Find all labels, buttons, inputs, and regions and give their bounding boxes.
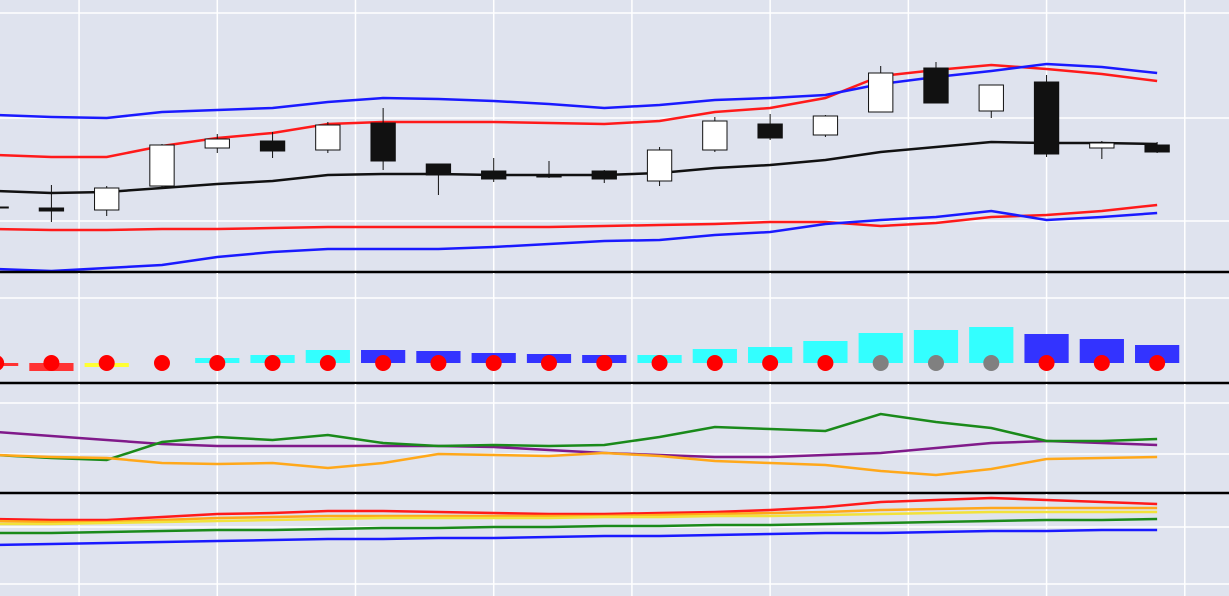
indicator-line [0,431,1158,459]
candle-body [978,84,1004,112]
candle-body [757,123,783,139]
indicator-line [0,506,1158,524]
indicator-line [0,209,1158,273]
marker-dot [983,355,1000,371]
marker-dot [430,355,447,371]
candle-body [425,163,452,176]
candle-body [812,115,839,136]
candle-body [1033,81,1060,155]
marker-dot [485,355,502,371]
marker-dot [596,355,613,371]
candle-body [923,67,949,104]
marker-dot [0,356,5,370]
candle-body [1144,144,1170,153]
indicator-line [0,451,1158,477]
marker-dot [762,355,779,371]
marker-dot [540,355,557,371]
candle-body [0,206,9,209]
bar [0,363,19,366]
candle-body [94,187,120,211]
bar [803,341,848,363]
marker-dot [319,355,336,371]
candle-body [591,170,617,180]
candle-body [868,72,894,113]
indicator-line [0,203,1158,232]
indicator-line [0,63,1158,159]
marker-dot [927,355,944,371]
indicator-line [0,496,1158,522]
marker-dot [375,355,392,371]
marker-dot [264,355,281,371]
candle-body [536,174,562,178]
indicator-line [0,412,1158,462]
indicator-line [0,62,1158,120]
marker-dot [209,355,226,371]
candle-body [1089,142,1115,149]
candle-body [38,207,65,212]
marker-dot [1149,355,1166,371]
indicator-line [0,528,1158,547]
marker-dot [98,355,115,371]
indicator-line [0,517,1158,535]
marker-dot [872,355,889,371]
candle-body [259,140,286,152]
candle-body [315,124,341,151]
marker-dot [1093,355,1110,371]
candle-body [149,144,175,187]
indicator-line [0,140,1158,195]
bar [1135,345,1180,363]
indicator-line [0,510,1158,526]
marker-dot [1038,355,1055,371]
marker-dot [817,355,834,371]
candle-body [204,138,230,149]
candle-body [370,122,396,162]
marker-dot [153,355,170,371]
candle-body [702,120,728,151]
marker-dot [706,355,723,371]
candle-body [481,170,507,180]
marker-dot [43,355,60,371]
marker-dot [651,355,668,371]
candle-body [646,149,673,182]
